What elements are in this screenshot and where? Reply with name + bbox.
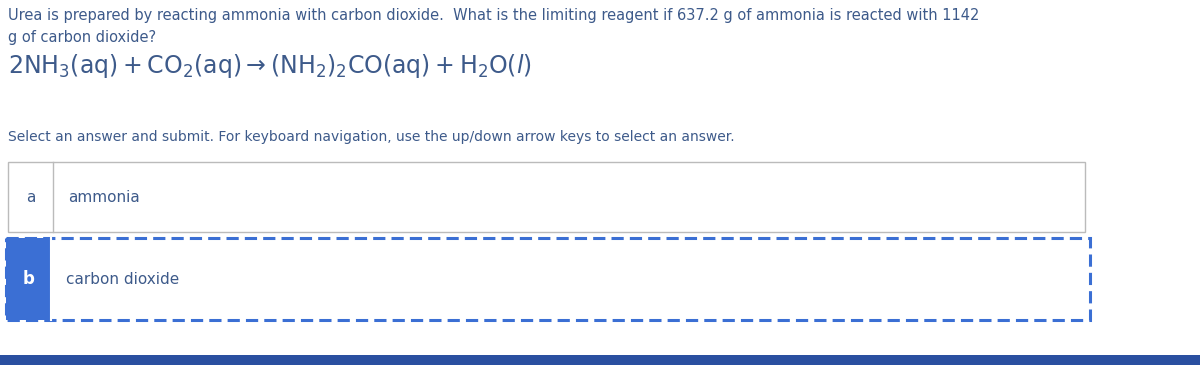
Text: Select an answer and submit. For keyboard navigation, use the up/down arrow keys: Select an answer and submit. For keyboar… — [8, 130, 734, 144]
Text: $2\mathrm{NH_3(aq) + CO_2(aq) \rightarrow (NH_2)_2CO(aq) + H_2O(\mathit{l})}$: $2\mathrm{NH_3(aq) + CO_2(aq) \rightarro… — [8, 52, 532, 80]
FancyBboxPatch shape — [6, 238, 1090, 320]
FancyBboxPatch shape — [6, 238, 50, 320]
Text: b: b — [23, 270, 35, 288]
Text: g of carbon dioxide?: g of carbon dioxide? — [8, 30, 156, 45]
Text: carbon dioxide: carbon dioxide — [66, 272, 179, 287]
Text: Urea is prepared by reacting ammonia with carbon dioxide.  What is the limiting : Urea is prepared by reacting ammonia wit… — [8, 8, 979, 23]
FancyBboxPatch shape — [8, 162, 1085, 232]
FancyBboxPatch shape — [0, 355, 1200, 365]
Text: a: a — [26, 189, 35, 204]
Text: ammonia: ammonia — [68, 189, 139, 204]
